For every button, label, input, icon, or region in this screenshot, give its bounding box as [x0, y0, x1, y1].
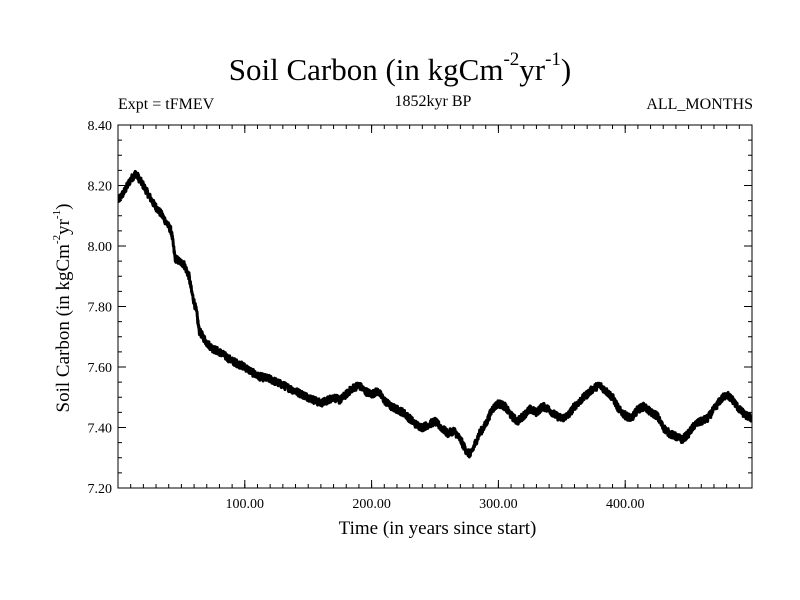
x-axis-label: Time (in years since start)	[338, 518, 537, 539]
y-tick-label: 7.20	[88, 482, 113, 497]
title: Soil Carbon (in kgCm-2yr-1)	[228, 49, 572, 87]
plot-frame	[117, 124, 753, 489]
y-axis-label: Soil Carbon (in kgCm-2yr-1)	[51, 203, 74, 413]
experiment-label: Expt = tFMEV	[118, 96, 215, 113]
y-tick-label: 8.20	[88, 180, 113, 195]
y-tick-label: 8.40	[88, 119, 113, 134]
x-tick-label: 100.00	[226, 497, 265, 512]
y-tick-label: 7.80	[88, 301, 113, 316]
x-tick-label: 300.00	[479, 497, 518, 512]
y-tick-label: 7.40	[88, 422, 113, 437]
x-tick-label: 400.00	[606, 497, 645, 512]
x-tick-label: 200.00	[352, 497, 391, 512]
y-tick-label: 8.00	[88, 240, 113, 255]
months-label: ALL_MONTHS	[646, 96, 753, 113]
y-tick-label: 7.60	[88, 361, 113, 376]
period-label: 1852kyr BP	[394, 93, 472, 110]
series-line-soil-carbon	[118, 169, 752, 459]
